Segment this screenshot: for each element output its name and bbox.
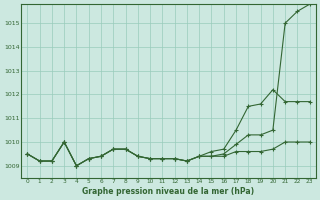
X-axis label: Graphe pression niveau de la mer (hPa): Graphe pression niveau de la mer (hPa): [83, 187, 255, 196]
